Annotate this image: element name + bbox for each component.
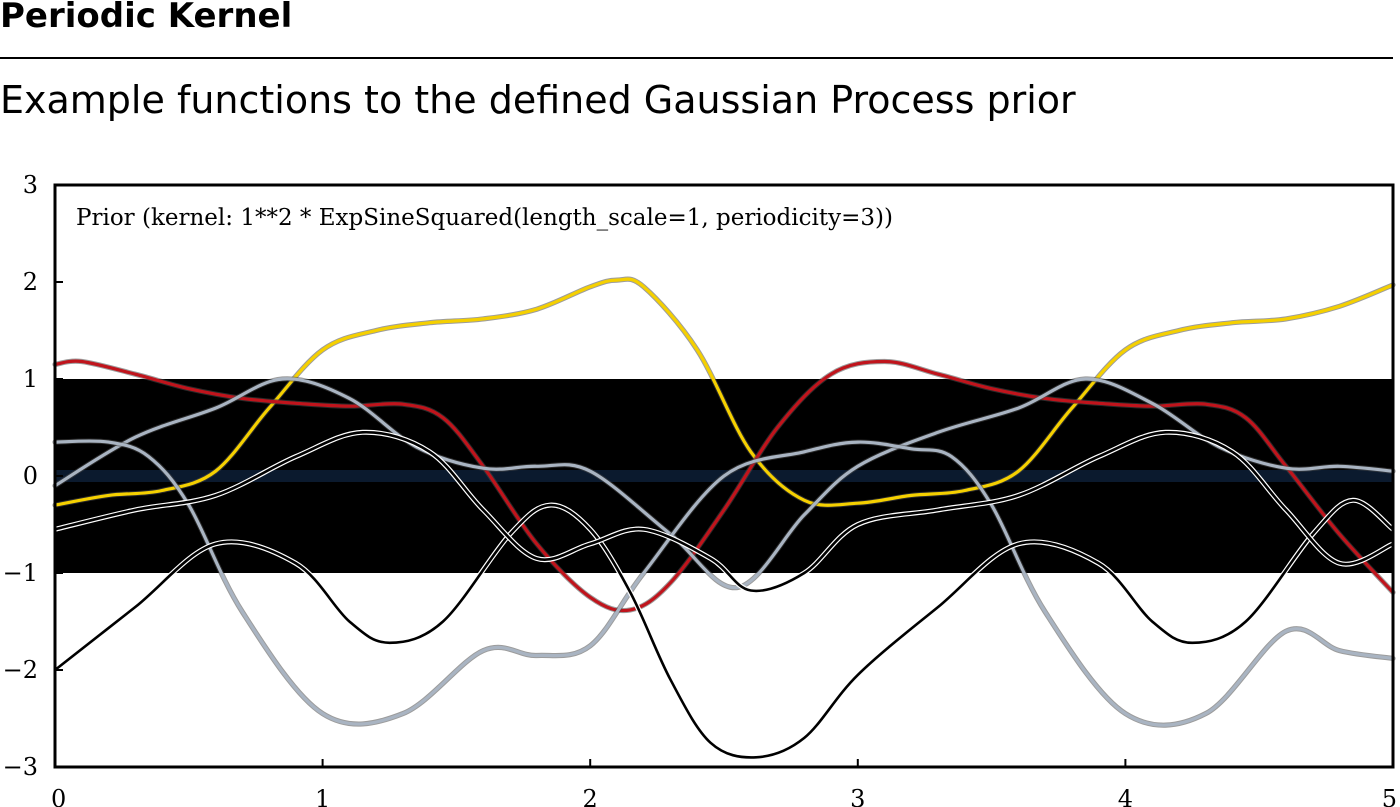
y-tick-label: −1: [3, 559, 38, 587]
chart-title: Prior (kernel: 1**2 * ExpSineSquared(len…: [76, 205, 893, 231]
x-tick-label: 4: [1118, 785, 1133, 807]
series-3-line: [53, 377, 1395, 590]
y-tick-label: −2: [3, 656, 38, 684]
y-tick-label: 1: [23, 365, 38, 393]
axes-layer: 0 1 2 3 4 5 −3 −2 −1 0 1 2 3: [3, 171, 1397, 807]
series-layer: [52, 276, 1396, 760]
x-tick-label: 3: [850, 785, 865, 807]
page-subheading: Example functions to the defined Gaussia…: [0, 78, 1076, 122]
series-4-line: [53, 439, 1395, 727]
series-2-line: [53, 359, 1395, 613]
x-tick-label: 0: [51, 785, 66, 807]
x-tick-label: 5: [1382, 785, 1397, 807]
y-tick-label: −3: [3, 753, 38, 781]
series-6-line: [53, 430, 1395, 593]
y-tick-label: 0: [23, 462, 38, 490]
x-tick-label: 1: [315, 785, 330, 807]
y-tick-label: 3: [23, 171, 38, 199]
page-heading: Periodic Kernel: [0, 0, 293, 36]
y-tick-label: 2: [23, 268, 38, 296]
series-5-line: [53, 499, 1395, 759]
heading-divider: [0, 57, 1393, 59]
series-1-line: [53, 277, 1395, 507]
x-tick-label: 2: [583, 785, 598, 807]
